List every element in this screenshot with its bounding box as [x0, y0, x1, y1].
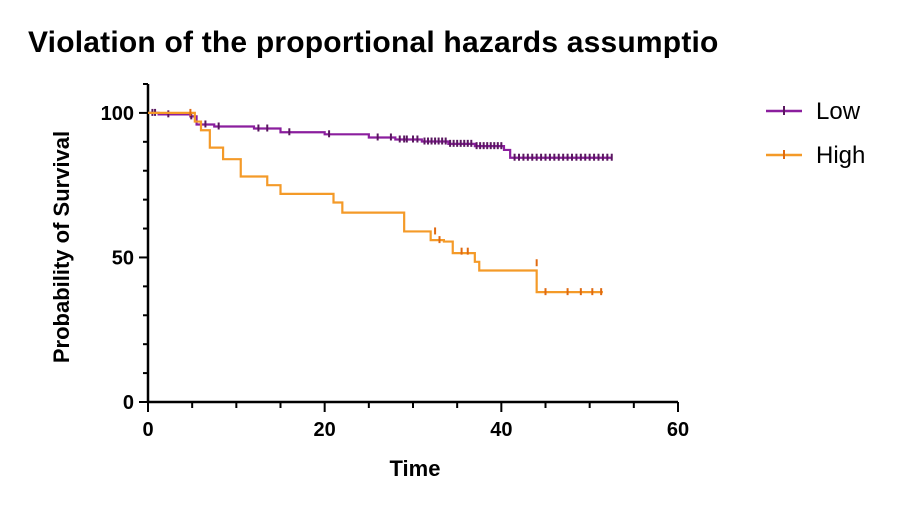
legend-item-high: High [766, 142, 865, 169]
series-high [148, 108, 603, 296]
y-tick-label: 100 [101, 103, 134, 125]
survival-curve-high [148, 111, 603, 294]
x-ticks: 0 20 40 60 [142, 402, 689, 441]
x-tick-label: 40 [490, 419, 512, 441]
y-ticks: 0 50 100 [101, 83, 148, 414]
x-tick-label: 60 [667, 419, 689, 441]
series-low [148, 108, 613, 161]
chart-title: Violation of the proportional hazards as… [28, 26, 719, 59]
legend: Low High [766, 98, 865, 169]
legend-item-low: Low [766, 98, 861, 125]
legend-label: High [816, 142, 865, 169]
survival-curve-low [148, 111, 612, 159]
y-axis-title: Probability of Survival [49, 131, 74, 363]
x-tick-label: 20 [314, 419, 336, 441]
legend-label: Low [816, 98, 861, 125]
x-axis-title: Time [390, 456, 441, 481]
x-tick-label: 0 [142, 419, 153, 441]
y-tick-label: 50 [112, 247, 134, 269]
axes: 0 50 100 0 20 40 60 [101, 83, 689, 441]
y-tick-label: 0 [123, 392, 134, 414]
series-group [148, 108, 613, 296]
